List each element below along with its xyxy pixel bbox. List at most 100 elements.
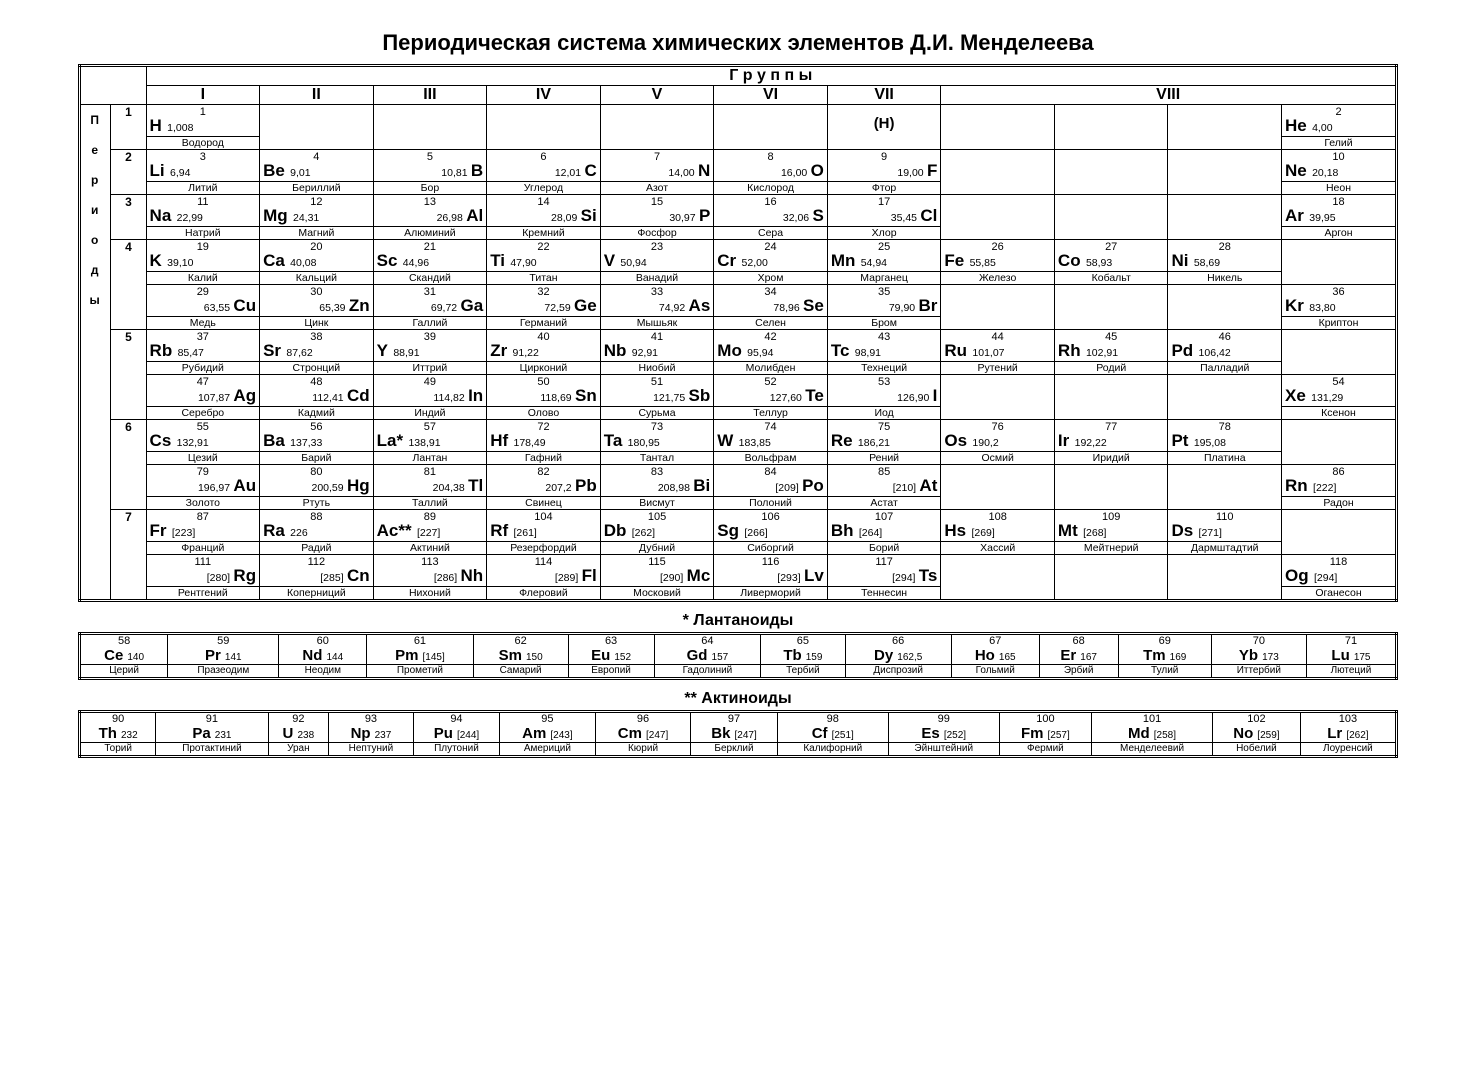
element-name: Платина xyxy=(1168,451,1281,464)
element-cell: 68Er 167Эрбий xyxy=(1039,634,1118,679)
symbol-mass: Rn [222] xyxy=(1282,478,1395,496)
element-name: Неон xyxy=(1282,181,1395,194)
symbol-mass: Ca 40,08 xyxy=(260,253,373,271)
element-cell: 83208,98 BiВисмут xyxy=(600,465,714,510)
element-cell: 69Tm 169Тулий xyxy=(1118,634,1211,679)
element-cell: 3478,96 SeСелен xyxy=(714,285,828,330)
atomic-number: 19 xyxy=(147,240,260,253)
symbol-mass: Tc 98,91 xyxy=(828,343,941,361)
element-cell: 56Ba 137,33Барий xyxy=(260,420,374,465)
element-name: Индий xyxy=(374,406,487,419)
element-cell: 65Tb 159Тербий xyxy=(761,634,845,679)
periods-label-col: Периоды xyxy=(80,105,111,601)
symbol-mass: Og [294] xyxy=(1282,568,1395,586)
symbol-mass: Rh 102,91 xyxy=(1055,343,1168,361)
element-name: Иод xyxy=(828,406,941,419)
element-cell: 116[293] LvЛиверморий xyxy=(714,555,828,601)
element-name: Теллур xyxy=(714,406,827,419)
element-cell: 24Cr 52,00Хром xyxy=(714,240,828,285)
element-cell: 118Og [294]Оганесон xyxy=(1282,555,1397,601)
atomic-number: 6 xyxy=(487,150,600,163)
symbol-mass: [209] Po xyxy=(714,478,827,496)
empty-cell xyxy=(1282,330,1397,375)
element-name: Дармштадтий xyxy=(1168,541,1281,554)
element-cell: 90Th 232Торий xyxy=(80,712,156,757)
element-cell: 26Fe 55,85Железо xyxy=(941,240,1055,285)
element-cell: 96Cm [247]Кюрий xyxy=(595,712,691,757)
element-cell: 36Kr 83,80Криптон xyxy=(1282,285,1397,330)
empty-cell xyxy=(941,465,1055,510)
element-cell: 1632,06 SСера xyxy=(714,195,828,240)
element-name: Родий xyxy=(1055,361,1168,374)
element-name: Висмут xyxy=(601,496,714,509)
element-cell: 816,00 OКислород xyxy=(714,150,828,195)
empty-cell xyxy=(1054,285,1168,330)
element-name: Сиборгий xyxy=(714,541,827,554)
symbol-mass: Zr 91,22 xyxy=(487,343,600,361)
actinides-title: ** Актиноиды xyxy=(78,690,1398,708)
element-cell: 41Nb 92,91Ниобий xyxy=(600,330,714,375)
symbol-mass: Ar 39,95 xyxy=(1282,208,1395,226)
element-name: Стронций xyxy=(260,361,373,374)
symbol-mass: Li 6,94 xyxy=(147,163,260,181)
element-cell: 73Ta 180,95Тантал xyxy=(600,420,714,465)
atomic-number: 9 xyxy=(828,150,941,163)
element-cell: 64Gd 157Гадолиний xyxy=(654,634,761,679)
empty-cell xyxy=(941,555,1055,601)
symbol-mass: Ir 192,22 xyxy=(1055,433,1168,451)
element-cell: 86Rn [222]Радон xyxy=(1282,465,1397,510)
symbol-mass: 69,72 Ga xyxy=(374,298,487,316)
symbol-mass: Ta 180,95 xyxy=(601,433,714,451)
element-name: Германий xyxy=(487,316,600,329)
element-cell: 51121,75 SbСурьма xyxy=(600,375,714,420)
symbol-mass: [285] Cn xyxy=(260,568,373,586)
symbol-mass: [290] Mc xyxy=(601,568,714,586)
element-cell: 2963,55 CuМедь xyxy=(146,285,260,330)
symbol-mass: Ti 47,90 xyxy=(487,253,600,271)
element-cell: 99Es [252]Эйнштейний xyxy=(888,712,999,757)
element-cell: 19K 39,10Калий xyxy=(146,240,260,285)
element-cell: 78Pt 195,08Платина xyxy=(1168,420,1282,465)
element-cell: 3272,59 GeГерманий xyxy=(487,285,601,330)
symbol-mass: 107,87 Ag xyxy=(147,388,260,406)
symbol-mass: H 1,008 xyxy=(147,118,260,136)
symbol-mass: La* 138,91 xyxy=(374,433,487,451)
element-name: Медь xyxy=(147,316,260,329)
element-name: Фосфор xyxy=(601,226,714,239)
element-cell: 3169,72 GaГаллий xyxy=(373,285,487,330)
element-name: Лантан xyxy=(374,451,487,464)
symbol-mass: Mg 24,31 xyxy=(260,208,373,226)
symbol-mass: Rb 85,47 xyxy=(147,343,260,361)
element-cell: 93Np 237Нептуний xyxy=(329,712,414,757)
element-cell: 115[290] McМосковий xyxy=(600,555,714,601)
element-name: Полоний xyxy=(714,496,827,509)
element-name: Калий xyxy=(147,271,260,284)
symbol-mass: 26,98 Al xyxy=(374,208,487,226)
element-name: Сурьма xyxy=(601,406,714,419)
atomic-number: 23 xyxy=(601,240,714,253)
symbol-mass: Cr 52,00 xyxy=(714,253,827,271)
element-cell: 57La* 138,91Лантан xyxy=(373,420,487,465)
element-cell: 44Ru 101,07Рутений xyxy=(941,330,1055,375)
element-name: Иридий xyxy=(1055,451,1168,464)
element-name: Тантал xyxy=(601,451,714,464)
element-name: Коперниций xyxy=(260,586,373,599)
element-cell: 117[294] TsТеннесин xyxy=(827,555,941,601)
element-cell: 4Be 9,01Бериллий xyxy=(260,150,374,195)
period-number: 1 xyxy=(111,105,146,150)
element-name: Цирконий xyxy=(487,361,600,374)
element-name: Франций xyxy=(147,541,260,554)
element-name: Технеций xyxy=(828,361,941,374)
element-cell: 1735,45 ClХлор xyxy=(827,195,941,240)
element-name: Иттрий xyxy=(374,361,487,374)
atomic-number: 77 xyxy=(1055,420,1168,433)
element-name: Гелий xyxy=(1282,136,1395,149)
element-name: Московий xyxy=(601,586,714,599)
element-name: Бром xyxy=(828,316,941,329)
symbol-mass: [210] At xyxy=(828,478,941,496)
symbol-mass: 127,60 Te xyxy=(714,388,827,406)
symbol-mass: 74,92 As xyxy=(601,298,714,316)
group-heading: III xyxy=(373,86,487,105)
element-name: Осмий xyxy=(941,451,1054,464)
element-name: Марганец xyxy=(828,271,941,284)
